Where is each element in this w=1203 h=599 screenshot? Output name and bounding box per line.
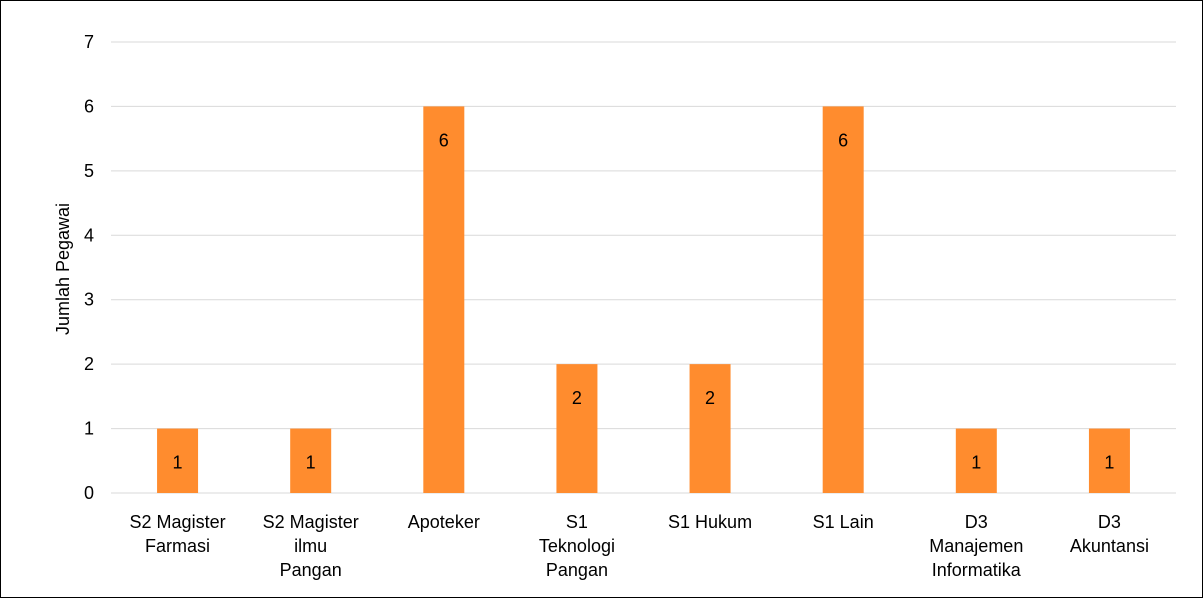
bar [556, 364, 598, 493]
bar [689, 364, 731, 493]
y-tick-label: 1 [84, 419, 94, 439]
x-category-label: D3 Akuntansi [1070, 512, 1149, 556]
y-axis-label: Jumlah Pegawai [53, 203, 73, 335]
y-tick-label: 4 [84, 225, 94, 245]
bar [1088, 428, 1130, 493]
x-category-label: D3 Manajemen Informatika [929, 512, 1023, 580]
bar-data-label: 1 [173, 453, 183, 473]
x-axis-categories: S2 Magister Farmasi S2 Magister ilmu Pangan A… [130, 512, 1149, 580]
bar-data-label: 2 [705, 388, 715, 408]
bar [290, 428, 332, 493]
x-category-label: S1 Hukum [668, 512, 752, 532]
bar [157, 428, 199, 493]
y-tick-label: 0 [84, 483, 94, 503]
bar-data-label: 1 [971, 453, 981, 473]
x-category-label: S1 Teknologi Pangan [539, 512, 615, 580]
bars [157, 106, 1130, 493]
y-tick-label: 7 [84, 32, 94, 52]
data-labels: 1 1 6 2 2 6 1 1 [173, 130, 1115, 472]
y-tick-label: 2 [84, 354, 94, 374]
bar-data-label: 1 [306, 453, 316, 473]
x-category-label: S2 Magister ilmu Pangan [263, 512, 359, 580]
y-tick-label: 3 [84, 290, 94, 310]
gridlines [111, 41, 1176, 494]
bar-data-label: 6 [838, 130, 848, 150]
x-category-label: S2 Magister Farmasi [130, 512, 226, 556]
y-tick-label: 5 [84, 161, 94, 181]
bar-data-label: 6 [439, 130, 449, 150]
y-tick-label: 6 [84, 96, 94, 116]
bar [423, 106, 465, 493]
x-category-label: Apoteker [408, 512, 480, 532]
x-category-label: S1 Lain [813, 512, 874, 532]
y-axis-ticks: 0 1 2 3 4 5 6 7 [84, 32, 94, 503]
bar [955, 428, 997, 493]
bar [822, 106, 864, 493]
bar-data-label: 1 [1104, 453, 1114, 473]
bar-data-label: 2 [572, 388, 582, 408]
